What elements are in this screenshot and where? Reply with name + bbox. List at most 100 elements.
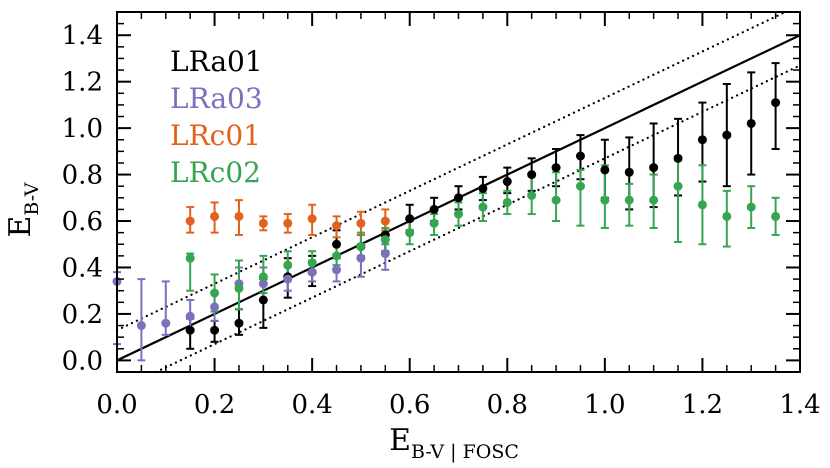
lra01-point-16 [575,151,585,161]
lra01-point-15 [551,163,561,173]
lrc02-point-6 [332,251,342,261]
lrc01-point-2 [234,211,244,221]
lra03-point-8 [307,267,317,277]
lrc02-point-18 [624,195,634,205]
lra01-point-23 [746,118,756,128]
lra03-point-7 [283,274,293,284]
lrc02-point-20 [673,181,683,191]
data-points [112,98,781,335]
y-axis-label-sub: B-V [21,182,43,215]
x-tick-label: 1.4 [779,390,820,420]
lrc02-point-12 [478,202,488,212]
lra01-point-24 [771,98,781,108]
x-axis-label: EB-V | FOSC [389,423,519,463]
lrc01-point-0 [185,216,195,226]
lrc02-point-0 [185,253,195,263]
x-tick-label: 1.2 [682,390,723,420]
x-tick-label: 0.8 [487,390,528,420]
axis-ticks [116,12,801,372]
lra03-point-1 [136,321,146,331]
lra01-point-18 [624,167,634,177]
lrc01-point-6 [332,221,342,231]
lrc01-point-3 [258,218,268,228]
lra03-point-3 [185,311,195,321]
lrc02-errorbar-20 [674,159,683,243]
lra01-point-6 [332,239,342,249]
lra01-point-11 [454,193,463,203]
lrc02-point-2 [234,283,244,293]
legend-entry-lrc02: LRc02 [170,156,261,189]
lrc01-point-8 [380,216,390,226]
y-tick-label: 0.6 [62,207,103,237]
legend-entry-lra01: LRa01 [170,45,263,78]
y-axis-label: EB-V [3,182,43,237]
lra03-point-6 [258,279,268,289]
lra01-point-1 [210,325,220,335]
y-tick-label: 0.0 [62,346,103,376]
legend-entry-lra03: LRa03 [170,82,263,115]
lrc02-point-23 [746,202,756,212]
lra01-point-17 [600,165,610,175]
y-tick-label: 0.2 [62,300,103,330]
lra01-point-2 [234,318,244,328]
lra03-point-2 [161,318,171,328]
x-tick-label: 1.0 [584,390,625,420]
x-axis-label-sub: B-V | FOSC [411,441,519,463]
lra01-point-21 [697,135,707,145]
lra01-point-0 [185,325,195,335]
lra01-point-22 [722,130,732,140]
lrc02-point-3 [258,272,268,282]
lrc02-point-5 [307,258,317,268]
legend: LRa01 LRa03 LRc01 LRc02 [170,45,263,189]
lrc01-point-4 [283,218,293,228]
lrc02-point-7 [356,242,366,252]
lrc02-point-1 [210,288,220,298]
lrc01-point-7 [356,218,366,228]
lra03-point-10 [356,253,366,263]
x-axis-label-main: E [389,423,411,458]
reference-line-dotted-2 [154,64,802,374]
y-tick-labels: 0.0 0.2 0.4 0.6 0.8 1.0 1.2 1.4 [62,21,103,376]
lrc02-point-15 [551,195,561,205]
lrc02-point-10 [429,218,439,228]
y-tick-label: 1.2 [62,68,103,98]
lra01-point-3 [258,295,268,305]
lrc02-point-24 [771,211,781,221]
lra01-point-14 [527,170,537,180]
lra01-point-19 [649,163,659,173]
lra01-point-12 [478,184,488,194]
lrc01-point-5 [307,214,317,224]
y-tick-label: 0.8 [62,161,103,191]
lra03-point-9 [332,265,342,275]
lra01-point-20 [673,153,683,163]
lrc02-point-17 [600,195,610,205]
legend-entry-lrc01: LRc01 [170,119,261,152]
lrc02-point-14 [527,190,537,200]
x-tick-label: 0.2 [194,390,235,420]
lrc02-point-13 [502,197,512,207]
lrc02-point-21 [697,200,707,210]
lra01-point-10 [429,204,439,214]
y-tick-label: 0.4 [62,253,103,283]
lrc02-point-19 [649,195,659,205]
x-tick-label: 0.6 [389,390,430,420]
lra03-point-4 [210,302,220,312]
x-tick-label: 0.0 [96,390,137,420]
lrc02-point-8 [380,235,390,245]
reference-line-dotted-1 [115,10,787,332]
lra01-point-9 [405,214,415,224]
lrc02-errorbar-16 [576,168,585,227]
lra03-errorbar-1 [137,278,146,362]
x-tick-label: 0.4 [291,390,332,420]
lrc02-point-11 [454,209,463,219]
lrc01-point-1 [210,211,220,221]
lra01-point-13 [502,177,512,187]
y-axis-label-main: E [3,216,38,238]
lrc02-errorbar-18 [625,182,634,227]
x-tick-labels: 0.0 0.2 0.4 0.6 0.8 1.0 1.2 1.4 [96,390,820,420]
lrc02-point-9 [405,228,415,238]
lrc02-point-22 [722,211,732,221]
y-tick-label: 1.0 [62,114,103,144]
y-tick-label: 1.4 [62,21,103,51]
